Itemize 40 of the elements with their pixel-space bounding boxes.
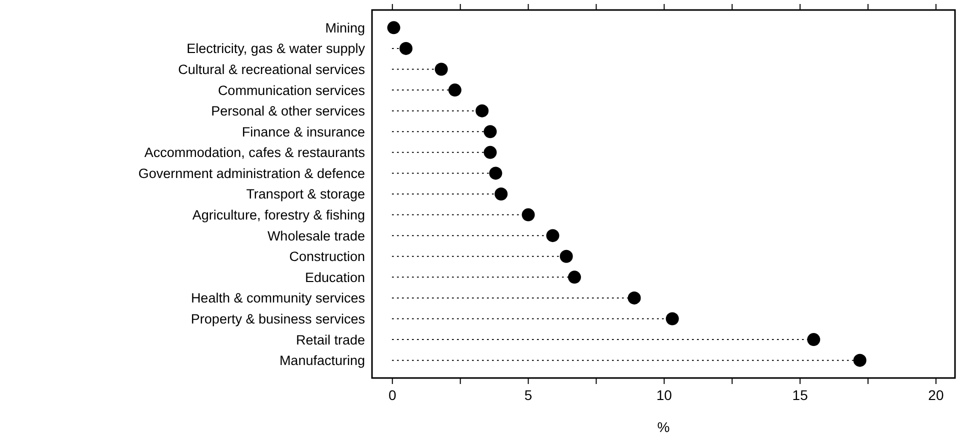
y-tick-label: Electricity, gas & water supply: [186, 41, 366, 56]
point: [448, 84, 462, 97]
y-tick-label: Agriculture, forestry & fishing: [192, 208, 365, 223]
y-tick-label: Wholesale trade: [267, 228, 365, 244]
y-tick-label: Education: [304, 270, 365, 285]
point: [434, 62, 448, 76]
y-tick-label: Finance & insurance: [242, 124, 365, 140]
point: [476, 104, 489, 118]
y-tick-label: Cultural & recreational services: [178, 62, 366, 77]
x-tick-label: 0: [388, 387, 396, 403]
point: [853, 354, 866, 367]
point: [387, 21, 400, 34]
y-tick-label: Property & business services: [190, 311, 366, 326]
point: [522, 208, 535, 222]
point: [399, 42, 412, 55]
point: [494, 188, 508, 200]
y-tick-label: Government administration & defence: [138, 166, 365, 181]
point: [489, 166, 502, 180]
x-axis-title: %: [657, 419, 670, 435]
x-tick-label: 10: [656, 387, 672, 403]
y-tick-label: Construction: [289, 249, 365, 264]
point: [484, 125, 497, 138]
x-tick-label: 5: [524, 387, 532, 403]
point: [628, 291, 641, 304]
y-tick-label: Communication services: [218, 82, 366, 98]
point: [568, 270, 581, 284]
y-tick-label: Manufacturing: [279, 353, 365, 368]
y-tick-label: Transport & storage: [246, 186, 365, 202]
y-tick-label: Personal & other services: [211, 104, 366, 119]
y-tick-label: Retail trade: [296, 332, 365, 348]
point: [560, 250, 573, 263]
point: [807, 333, 820, 346]
x-tick-label: 15: [792, 387, 808, 403]
point: [546, 229, 560, 242]
y-tick-label: Health & community services: [190, 290, 366, 306]
x-tick-label: 20: [928, 387, 944, 403]
y-tick-label: Accommodation, cafes & restaurants: [144, 145, 366, 160]
point: [666, 312, 679, 326]
point: [484, 146, 497, 159]
y-tick-label: Mining: [325, 20, 365, 36]
